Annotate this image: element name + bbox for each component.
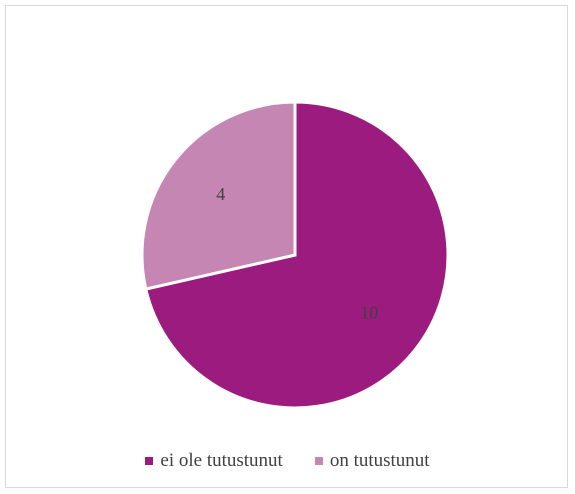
legend-swatch-ei-ole-tutustunut <box>145 457 154 465</box>
legend-label-ei-ole-tutustunut: ei ole tutustunut <box>160 450 283 471</box>
legend-label-on-tutustunut: on tutustunut <box>329 450 430 471</box>
pie-slice-ei-ole-tutustunut <box>144 100 450 410</box>
pie-data-labels: 10 4 <box>216 184 378 322</box>
data-label-on-tutustunut: 4 <box>216 184 225 204</box>
legend-item-ei-ole-tutustunut: ei ole tutustunut <box>145 450 283 472</box>
pie-slices <box>140 100 450 410</box>
data-label-ei-ole-tutustunut: 10 <box>360 302 378 322</box>
chart-legend: ei ole tutustunut on tutustunut <box>0 450 575 472</box>
legend-item-on-tutustunut: on tutustunut <box>314 450 430 472</box>
legend-swatch-on-tutustunut <box>314 457 323 465</box>
pie-slice-on-tutustunut <box>140 100 297 291</box>
